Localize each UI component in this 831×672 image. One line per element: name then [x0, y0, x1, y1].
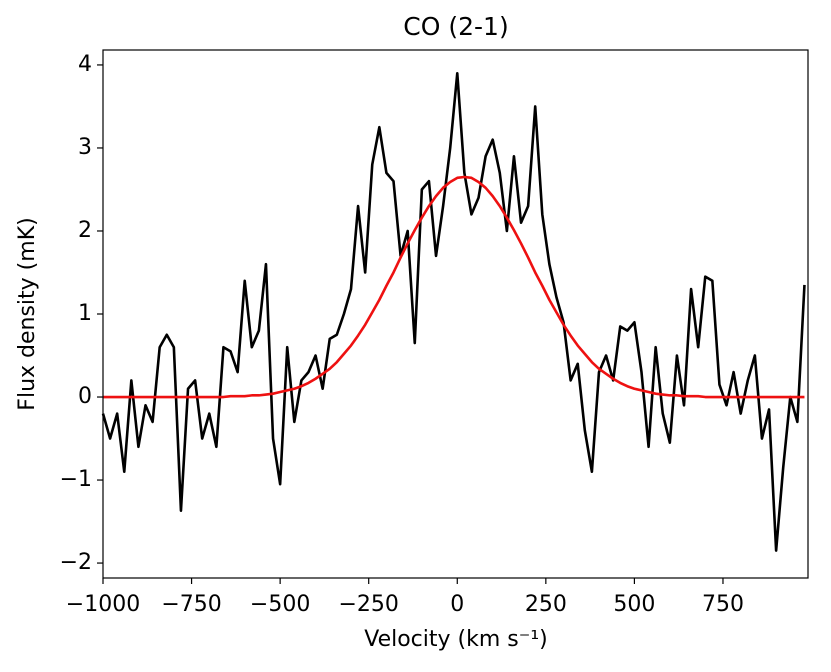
x-tick-label: 250 [525, 592, 567, 617]
x-tick-label: 750 [702, 592, 744, 617]
y-tick-label: −1 [60, 467, 92, 492]
data-line [101, 71, 806, 552]
y-tick-label: −2 [60, 550, 92, 575]
x-tick-label: −250 [338, 592, 398, 617]
y-tick-label: 1 [78, 301, 92, 326]
x-tick-label: 0 [450, 592, 464, 617]
y-tick-label: 2 [78, 218, 92, 243]
y-axis-label: Flux density (mK) [15, 217, 40, 410]
y-tick-label: 4 [78, 52, 92, 77]
chart-title: CO (2-1) [403, 12, 508, 41]
y-tick-label: 0 [78, 384, 92, 409]
plot-frame [102, 49, 809, 579]
x-tick-label: −500 [250, 592, 310, 617]
x-axis-label: Velocity (km s⁻¹) [364, 627, 548, 652]
x-tick-label: −1000 [66, 592, 140, 617]
y-tick-label: 3 [78, 135, 92, 160]
x-tick-label: 500 [613, 592, 655, 617]
data-line [103, 175, 805, 399]
x-tick-label: −750 [161, 592, 221, 617]
